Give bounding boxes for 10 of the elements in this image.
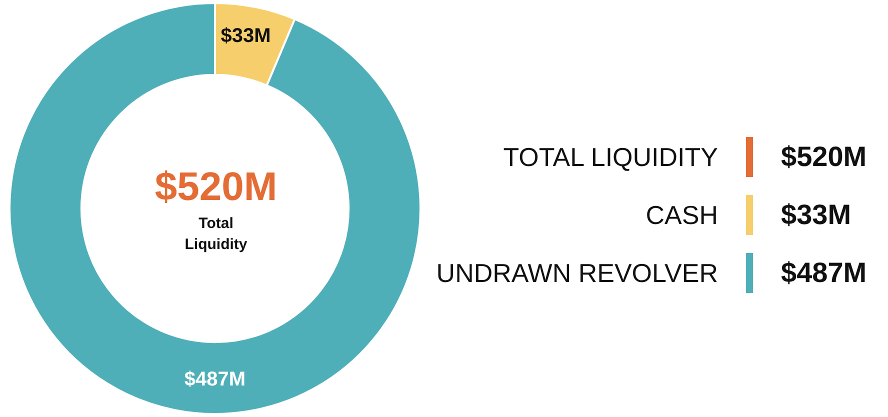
- text: $520M: [781, 141, 867, 173]
- text: $520M: [154, 165, 278, 209]
- legend-label: UNDRAWN REVOLVER: [435, 258, 718, 288]
- text: TOTAL LIQUIDITY: [502, 142, 718, 172]
- text: $33M: [781, 199, 852, 230]
- text: $487M: [781, 257, 867, 288]
- legend-label: CASH: [644, 200, 718, 230]
- data-label: $487M: [184, 368, 246, 391]
- text: Total Liquidity: [184, 214, 248, 255]
- data-label: $33M: [220, 24, 271, 47]
